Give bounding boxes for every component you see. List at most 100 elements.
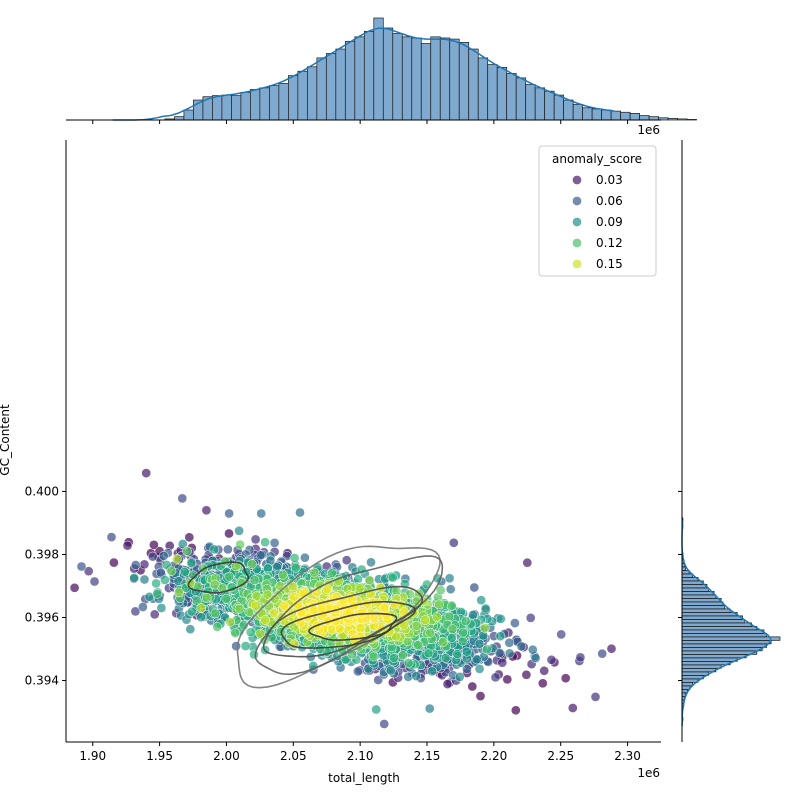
kde-contour [262,585,424,658]
scatter-point [447,624,458,635]
scatter-point [334,623,345,634]
right-hist-bar [681,674,704,680]
scatter-point [567,703,578,713]
scatter-point [138,602,148,612]
x-axis-label: total_length [328,771,400,785]
right-hist-bar [681,633,767,638]
top-hist-bar [544,90,555,121]
top-hist-bar [553,94,565,121]
right-hist-bar [681,664,722,669]
scatter-points [69,468,617,729]
scatter-point [490,672,501,683]
scatter-point [106,532,117,542]
scatter-point [385,665,396,676]
legend-frame [538,145,657,277]
scatter-point [209,544,220,555]
x-axis-offset-label: 1e6 [637,766,660,780]
right-hist-bar [681,678,699,683]
scatter-point [327,568,337,579]
top-hist-bar [496,66,508,121]
top-hist-bar [677,118,688,121]
top-hist-bar [667,117,678,121]
scatter-point [250,534,261,545]
scatter-point [494,648,505,658]
legend: anomaly_score 0.03 0.06 0.09 0.12 0.15 [538,145,657,277]
top-hist-bar [477,57,489,121]
scatter-point [177,539,188,549]
scatter-point [315,644,326,654]
scatter-point [454,672,465,682]
scatter-point [445,584,456,595]
scatter-point [480,603,491,614]
scatter-point [149,540,159,550]
scatter-point [186,558,197,569]
scatter-point [461,646,472,657]
top-hist-bar [363,30,375,121]
scatter-point [149,609,160,620]
scatter-point [442,679,453,689]
top-hist-bar [639,115,650,121]
scatter-point [109,557,119,568]
top-hist-bar [601,109,612,121]
right-hist-bar [681,619,745,624]
top-hist-bar [487,64,498,121]
scatter-point [69,582,80,593]
top-marginal-histogram [66,17,697,124]
scatter-point [448,537,459,548]
top-hist-bar [458,42,470,121]
top-hist-bar [525,84,536,121]
scatter-point [460,616,471,626]
scatter-point [184,532,195,543]
scatter-point [435,585,446,596]
scatter-point [516,641,527,652]
scatter-point [354,583,365,594]
scatter-point [425,627,436,638]
top-hist-bar [373,17,384,121]
scatter-point [196,612,206,623]
right-kde-line [681,519,772,727]
y-tick-label: 0.394 [25,674,59,688]
scatter-point [191,595,202,606]
top-hist-bar [316,57,327,121]
scatter-point [223,544,233,555]
top-hist-bar [439,37,451,121]
scatter-point [403,658,414,668]
top-hist-bar [278,83,289,121]
legend-marker [572,175,582,185]
scatter-point [277,569,288,580]
scatter-point [186,606,197,617]
kde-contour [280,601,417,649]
top-hist-bar [335,48,346,121]
y-axis-label: GC_Content [0,404,12,476]
right-hist-bar [681,629,765,634]
top-hist-bar [325,53,337,121]
scatter-point [262,589,273,600]
legend-marker [572,238,582,248]
scatter-point [495,631,506,642]
x-tick-label: 2.10 [347,749,374,763]
top-hist-bar [259,87,270,121]
scatter-point [289,553,300,563]
scatter-point [156,603,167,613]
x-tick-label: 1.90 [79,749,106,763]
scatter-point [256,508,267,519]
scatter-point [525,613,536,623]
legend-title: anomaly_score [552,152,642,166]
x-tick-label: 1.95 [146,749,173,763]
scatter-point [130,560,141,570]
scatter-point [245,627,256,638]
scatter-point [122,540,133,551]
scatter-point [309,567,320,578]
top-hist-bar [686,119,697,121]
scatter-point [172,554,182,564]
scatter-point [467,681,478,692]
scatter-point [438,637,448,647]
top-hist-bar [572,104,583,121]
scatter-point [366,557,376,568]
scatter-point [420,615,431,625]
scatter-point [240,641,251,651]
scatter-point [504,637,515,648]
scatter-point [479,623,490,633]
scatter-point [387,572,398,583]
scatter-point [89,576,100,587]
